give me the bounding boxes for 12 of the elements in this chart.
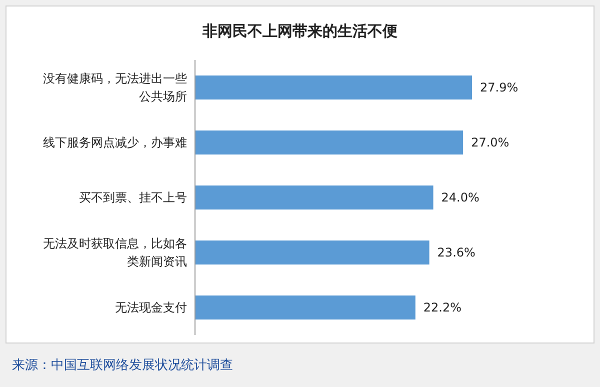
value-label: 24.0% [441,190,480,204]
value-label: 23.6% [437,246,476,260]
category-label: 没有健康码，无法进出一些公共场所 [43,72,187,104]
value-label: 27.9% [480,80,518,94]
value-label: 27.0% [471,136,510,150]
category-label: 线下服务网点减少，办事难 [43,136,187,150]
title: 非网民不上网带来的生活不便 [202,22,398,40]
category-label: 无法现金支付 [115,300,187,314]
category-label: 买不到票、挂不上号 [79,190,187,204]
category-label: 无法及时获取信息，比如各类新闻资讯 [43,236,187,268]
value-label: 22.2% [423,300,462,314]
annotation: 来源：中国互联网络发展状况统计调查 [12,358,233,373]
